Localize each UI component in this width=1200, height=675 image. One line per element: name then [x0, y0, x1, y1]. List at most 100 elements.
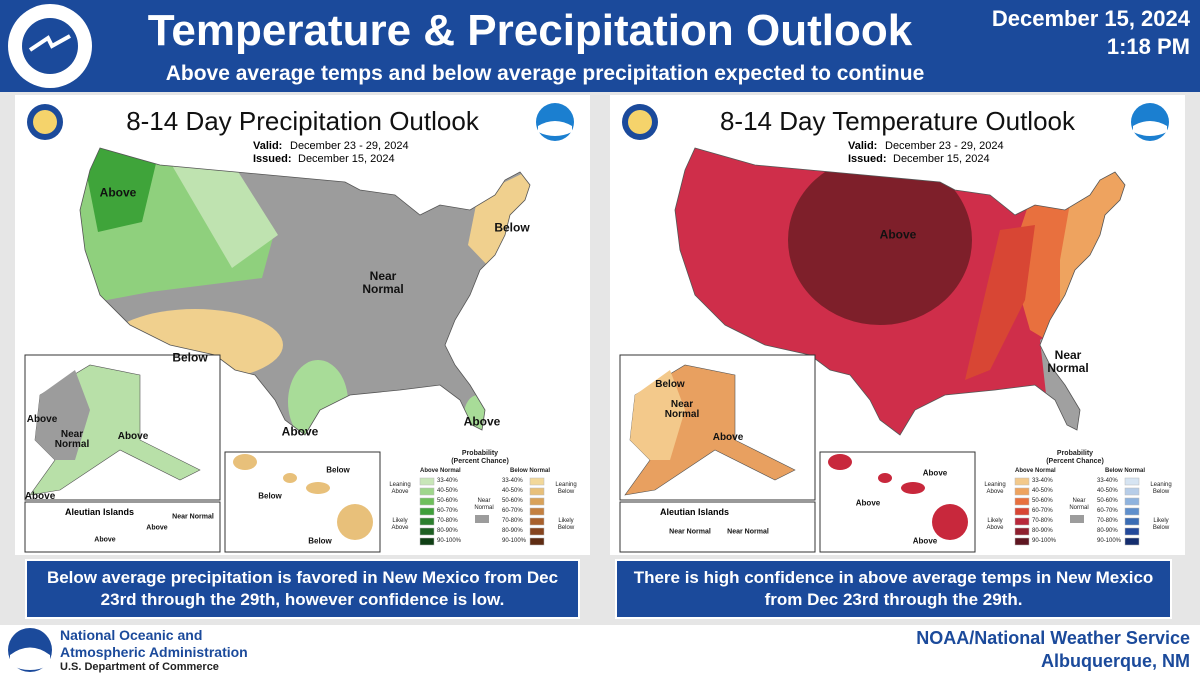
- hawaii-label: Below: [326, 465, 350, 475]
- legend-group: Leaning Above: [389, 482, 411, 495]
- legend-group: Likely Above: [391, 518, 409, 531]
- alaska-label: Below: [655, 379, 685, 390]
- aleutian-label: Above: [146, 524, 168, 532]
- legend-bin: 80-90%: [1097, 528, 1118, 534]
- legend-swatch: [1070, 515, 1084, 523]
- legend-bin: 50-60%: [437, 498, 458, 504]
- legend-group: Likely Above: [986, 518, 1004, 531]
- legend-bin: 60-70%: [1032, 508, 1053, 514]
- legend-swatch: [475, 515, 489, 523]
- aleutian-label: Near Normal: [172, 513, 214, 521]
- map: [24, 103, 574, 553]
- legend-swatch: [1014, 527, 1030, 536]
- legend-swatch: [419, 517, 435, 526]
- region: [80, 148, 158, 232]
- hawaii-label: Above: [922, 468, 948, 478]
- issued: December 15, 2024: [298, 153, 395, 165]
- island: [878, 473, 892, 483]
- island: [828, 454, 852, 470]
- aleutian-title: Aleutian Islands: [660, 507, 730, 517]
- alaska-label: Above: [24, 491, 56, 502]
- issued-label: Issued:: [848, 153, 887, 165]
- legend-bin: 90-100%: [1097, 538, 1122, 544]
- alaska-label: Above: [117, 431, 149, 442]
- caption: There is high confidence in above averag…: [615, 559, 1172, 619]
- legend-bin: 33-40%: [1032, 478, 1053, 484]
- legend-header: Below Normal: [510, 468, 551, 474]
- legend-swatch: [1014, 517, 1030, 526]
- legend-bin: 90-100%: [502, 538, 527, 544]
- alaska-label: Near Normal: [664, 399, 700, 420]
- alaska-label: Above: [26, 414, 58, 425]
- legend-group: Likely Below: [1152, 518, 1170, 531]
- legend-swatch: [1014, 537, 1030, 546]
- map-label: Near Normal: [362, 269, 404, 296]
- island: [233, 454, 257, 470]
- legend-bin: 50-60%: [502, 498, 523, 504]
- legend-swatch: [419, 497, 435, 506]
- valid-label: Valid:: [848, 140, 878, 152]
- legend-group: Near Normal: [474, 498, 494, 511]
- legend-swatch: [1124, 477, 1140, 486]
- legend-bin: 70-80%: [1032, 518, 1053, 524]
- issued: December 15, 2024: [893, 153, 990, 165]
- doc-logo-inner: [628, 110, 652, 134]
- map-label: Above: [99, 185, 137, 200]
- alaska-region: [35, 370, 90, 460]
- footer-band: [0, 625, 1200, 675]
- legend-bin: 70-80%: [502, 518, 523, 524]
- legend-group: Leaning Above: [984, 482, 1006, 495]
- legend-bin: 50-60%: [1097, 498, 1118, 504]
- legend-swatch: [1124, 487, 1140, 496]
- hawaii-label: Below: [308, 536, 332, 546]
- island: [306, 482, 330, 494]
- caption: Below average precipitation is favored i…: [25, 559, 580, 619]
- valid-label: Valid:: [253, 140, 283, 152]
- legend-bin: 40-50%: [1097, 488, 1118, 494]
- legend-swatch: [1124, 507, 1140, 516]
- panel-title: 8-14 Day Temperature Outlook: [719, 106, 1076, 136]
- legend-header: Below Normal: [1105, 468, 1146, 474]
- header-band: [0, 0, 1200, 92]
- island: [932, 504, 968, 540]
- legend-swatch: [419, 477, 435, 486]
- legend-bin: 60-70%: [437, 508, 458, 514]
- date: December 15, 2024: [991, 6, 1190, 31]
- legend-swatch: [1014, 497, 1030, 506]
- map-label: Below: [494, 220, 530, 235]
- legend-swatch: [419, 537, 435, 546]
- aleutian-label: Near Normal: [727, 528, 769, 536]
- panel-title: 8-14 Day Precipitation Outlook: [126, 106, 479, 136]
- map-label: Above: [463, 414, 501, 429]
- aleutian-inset: [24, 501, 221, 553]
- region: [788, 155, 972, 325]
- aleutian-label: Near Normal: [669, 528, 711, 536]
- legend-bin: 40-50%: [502, 488, 523, 494]
- legend-bin: 40-50%: [1032, 488, 1053, 494]
- legend-bin: 33-40%: [1097, 478, 1118, 484]
- legend-swatch: [529, 487, 545, 496]
- alaska-label: Above: [712, 432, 744, 443]
- valid: December 23 - 29, 2024: [885, 140, 1004, 152]
- aleutian-title: Aleutian Islands: [65, 507, 135, 517]
- footer-office: Albuquerque, NM: [1041, 651, 1190, 671]
- legend-bin: 60-70%: [502, 508, 523, 514]
- time: 1:18 PM: [1106, 34, 1190, 59]
- hawaii-label: Below: [258, 491, 282, 501]
- legend-group: Leaning Below: [555, 482, 577, 495]
- legend-bin: 40-50%: [437, 488, 458, 494]
- hawaii-label: Above: [912, 536, 938, 546]
- region: [170, 162, 278, 268]
- legend-swatch: [1014, 477, 1030, 486]
- legend-swatch: [529, 507, 545, 516]
- legend-bin: 70-80%: [437, 518, 458, 524]
- nws-logo-bolt: [28, 34, 71, 52]
- legend-bin: 80-90%: [1032, 528, 1053, 534]
- valid: December 23 - 29, 2024: [290, 140, 409, 152]
- legend-swatch: [1014, 487, 1030, 496]
- legend-group: Likely Below: [557, 518, 575, 531]
- legend-group: Near Normal: [1069, 498, 1089, 511]
- legend-swatch: [419, 487, 435, 496]
